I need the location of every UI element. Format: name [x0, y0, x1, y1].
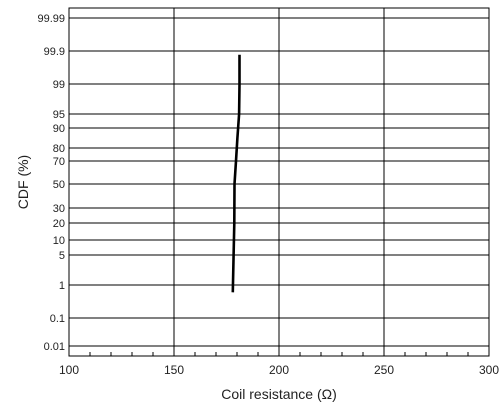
y-tick-label: 50: [53, 179, 65, 191]
x-minor-ticks: [89, 352, 469, 356]
series-group: [231, 54, 241, 293]
y-tick-label: 1: [59, 280, 65, 292]
y-tick-label: 10: [53, 235, 65, 247]
x-tick-label: 200: [269, 363, 289, 377]
y-tick-label: 99.9: [44, 46, 65, 58]
series-line: [231, 54, 241, 293]
y-tick-label: 99: [53, 79, 65, 91]
x-tick-label: 250: [374, 363, 394, 377]
x-tick-label: 100: [59, 363, 79, 377]
y-tick-label: 99.99: [37, 13, 65, 25]
x-tick-label: 300: [479, 363, 499, 377]
y-tick-label: 95: [53, 109, 65, 121]
y-axis-label: CDF (%): [15, 155, 31, 209]
y-tick-label: 5: [59, 250, 65, 262]
x-axis-label: Coil resistance (Ω): [221, 386, 337, 402]
y-tick-label: 20: [53, 218, 65, 230]
y-tick-label: 30: [53, 203, 65, 215]
x-tick-labels: 100 150 200 250 300: [59, 363, 499, 377]
y-tick-label: 0.1: [50, 313, 65, 325]
y-tick-label: 70: [53, 156, 65, 168]
y-tick-label: 80: [53, 143, 65, 155]
y-tick-label: 90: [53, 123, 65, 135]
plot-frame: [68, 7, 490, 357]
grid: [69, 8, 489, 356]
x-tick-label: 150: [164, 363, 184, 377]
y-tick-label: 0.01: [44, 341, 65, 353]
